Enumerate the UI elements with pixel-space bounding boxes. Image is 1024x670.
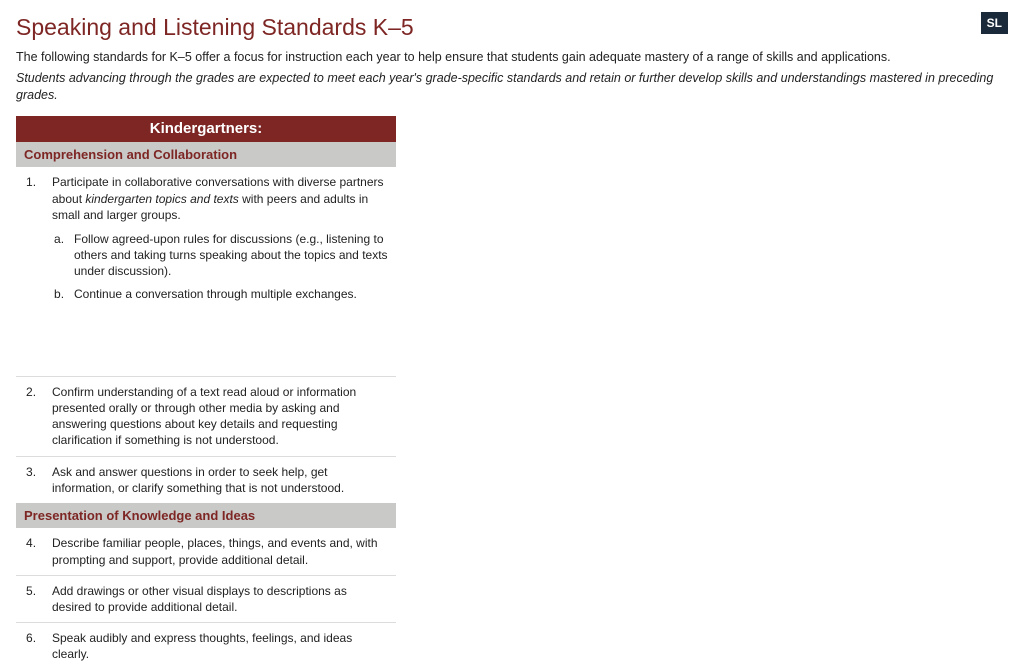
standard-text: Confirm understanding of a text read alo…	[52, 385, 356, 448]
grade-column: Kindergartners: Comprehension and Collab…	[16, 116, 396, 670]
standard-code-badge: SL	[981, 12, 1008, 34]
standard-text: Ask and answer questions in order to see…	[52, 465, 344, 495]
standard-item: Participate in collaborative conversatio…	[16, 167, 396, 376]
sub-list: Follow agreed-upon rules for discussions…	[52, 229, 388, 306]
standards-list: Participate in collaborative conversatio…	[16, 167, 396, 502]
standard-text: Participate in collaborative conversatio…	[52, 175, 384, 221]
standard-item: Confirm understanding of a text read alo…	[16, 377, 396, 457]
standard-item: Describe familiar people, places, things…	[16, 528, 396, 575]
page-title: Speaking and Listening Standards K–5	[16, 12, 414, 43]
standard-item: Ask and answer questions in order to see…	[16, 457, 396, 503]
standard-item: Speak audibly and express thoughts, feel…	[16, 623, 396, 669]
standard-item: Add drawings or other visual displays to…	[16, 576, 396, 623]
grade-header: Kindergartners:	[16, 116, 396, 142]
intro-text: The following standards for K–5 offer a …	[16, 49, 1008, 66]
standard-text: Add drawings or other visual displays to…	[52, 584, 347, 614]
section-header: Comprehension and Collaboration	[16, 142, 396, 168]
sub-item: Follow agreed-upon rules for discussions…	[52, 229, 388, 284]
intro-text-italic: Students advancing through the grades ar…	[16, 70, 1008, 104]
sub-item: Continue a conversation through multiple…	[52, 284, 388, 306]
standards-list: Describe familiar people, places, things…	[16, 528, 396, 669]
standard-text: Describe familiar people, places, things…	[52, 536, 378, 566]
standard-text: Speak audibly and express thoughts, feel…	[52, 631, 352, 661]
section-header: Presentation of Knowledge and Ideas	[16, 503, 396, 529]
